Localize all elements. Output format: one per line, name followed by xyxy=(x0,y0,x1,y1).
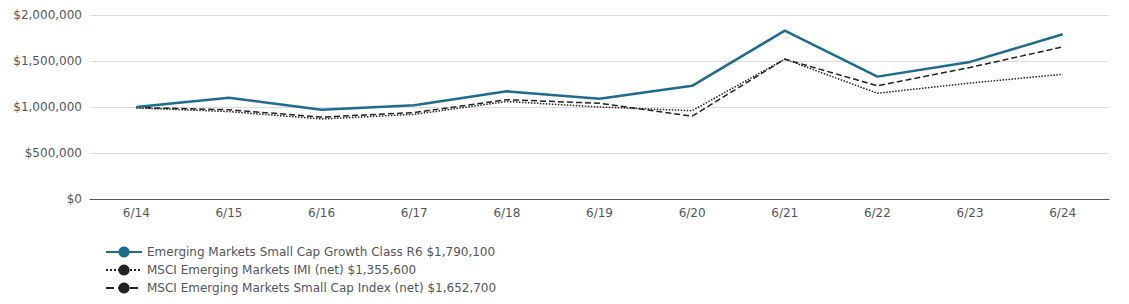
svg-text:6/19: 6/19 xyxy=(586,206,613,220)
svg-text:$1,000,000: $1,000,000 xyxy=(13,100,82,114)
svg-text:6/20: 6/20 xyxy=(679,206,706,220)
svg-text:6/15: 6/15 xyxy=(215,206,242,220)
svg-text:6/17: 6/17 xyxy=(401,206,428,220)
svg-text:$500,000: $500,000 xyxy=(25,146,82,160)
svg-text:6/23: 6/23 xyxy=(957,206,984,220)
svg-text:6/21: 6/21 xyxy=(771,206,798,220)
svg-text:MSCI Emerging Markets IMI (net: MSCI Emerging Markets IMI (net) $1,355,6… xyxy=(147,263,416,277)
svg-text:Emerging Markets Small Cap Gro: Emerging Markets Small Cap Growth Class … xyxy=(147,245,495,259)
svg-text:6/18: 6/18 xyxy=(493,206,520,220)
svg-text:$1,500,000: $1,500,000 xyxy=(13,54,82,68)
svg-text:6/16: 6/16 xyxy=(308,206,335,220)
svg-text:$2,000,000: $2,000,000 xyxy=(13,8,82,22)
svg-text:$0: $0 xyxy=(67,192,82,206)
svg-text:6/14: 6/14 xyxy=(123,206,150,220)
svg-text:6/22: 6/22 xyxy=(864,206,891,220)
svg-text:6/24: 6/24 xyxy=(1049,206,1076,220)
svg-text:MSCI Emerging Markets Small Ca: MSCI Emerging Markets Small Cap Index (n… xyxy=(147,281,496,295)
